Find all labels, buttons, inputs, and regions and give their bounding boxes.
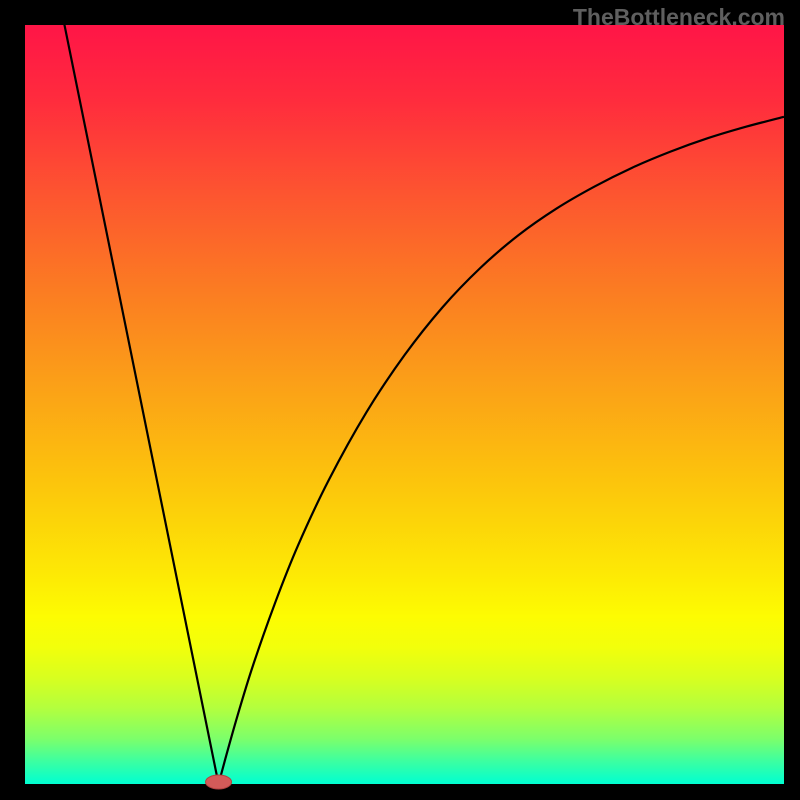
bottleneck-curve: [63, 17, 784, 784]
vertex-marker: [206, 775, 232, 789]
attribution-label: TheBottleneck.com: [573, 4, 785, 31]
chart-svg-overlay: [0, 0, 800, 800]
chart-container: TheBottleneck.com: [0, 0, 800, 800]
